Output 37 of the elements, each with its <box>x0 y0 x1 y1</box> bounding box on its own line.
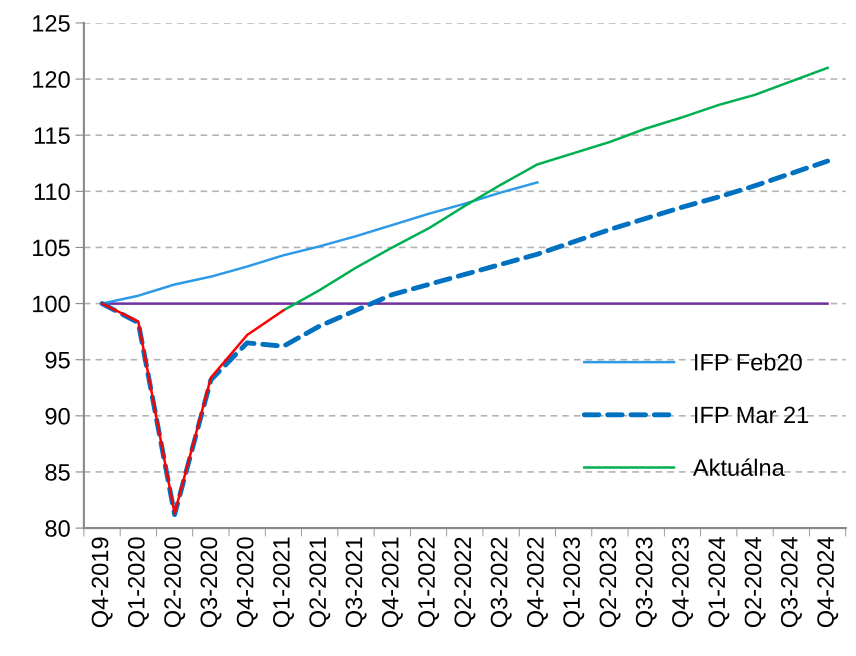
x-tick-label: Q3-2022 <box>490 538 512 628</box>
x-tick-label: Q3-2023 <box>636 537 657 628</box>
y-tick-label: 100 <box>33 296 70 312</box>
x-tick-label: Q3-2020 <box>200 537 222 628</box>
x-tick-label: Q4-2019 <box>92 538 113 628</box>
x-tick-label: Q1-2024 <box>708 537 730 628</box>
x-tick-label: Q2-2021 <box>309 538 330 628</box>
x-tick-label: Q2-2022 <box>454 538 476 628</box>
line-series <box>282 66 829 312</box>
x-tick-label: Q4-2021 <box>382 538 403 628</box>
x-tick-label: Q3-2021 <box>346 538 367 628</box>
x-tick-label: Q2-2023 <box>600 537 620 628</box>
y-tick-label: 90 <box>46 408 70 425</box>
x-tick-label: Q4-2023 <box>672 537 694 628</box>
y-tick-label: 105 <box>33 240 70 256</box>
x-tick-label: Q1-2020 <box>128 537 149 628</box>
x-tick-label: Q3-2024 <box>780 537 802 628</box>
y-tick-label: 85 <box>45 464 70 481</box>
y-tick-label: 115 <box>34 128 70 144</box>
x-tick-label: Q4-2020 <box>236 537 258 628</box>
y-tick-label: 120 <box>33 71 70 88</box>
legend-label: IFP Mar 21 <box>695 406 808 424</box>
y-tick-label: 80 <box>45 520 70 537</box>
y-tick-label: 125 <box>33 15 70 32</box>
legend-label: Aktuálna <box>692 458 785 476</box>
x-tick-label: Q2-2020 <box>164 537 186 628</box>
y-tick-label: 95 <box>46 352 70 368</box>
x-tick-label: Q1-2023 <box>563 537 584 628</box>
legend-label: IFP Feb20 <box>695 353 802 371</box>
x-tick-label: Q1-2022 <box>418 538 440 628</box>
y-tick-label: 110 <box>34 183 70 200</box>
x-tick-label: Q2-2024 <box>744 537 766 628</box>
x-tick-label: Q4-2024 <box>817 537 838 628</box>
line-series <box>100 302 285 515</box>
line-series <box>100 158 830 518</box>
x-tick-label: Q4-2022 <box>526 538 548 628</box>
x-tick-label: Q1-2021 <box>273 538 294 628</box>
